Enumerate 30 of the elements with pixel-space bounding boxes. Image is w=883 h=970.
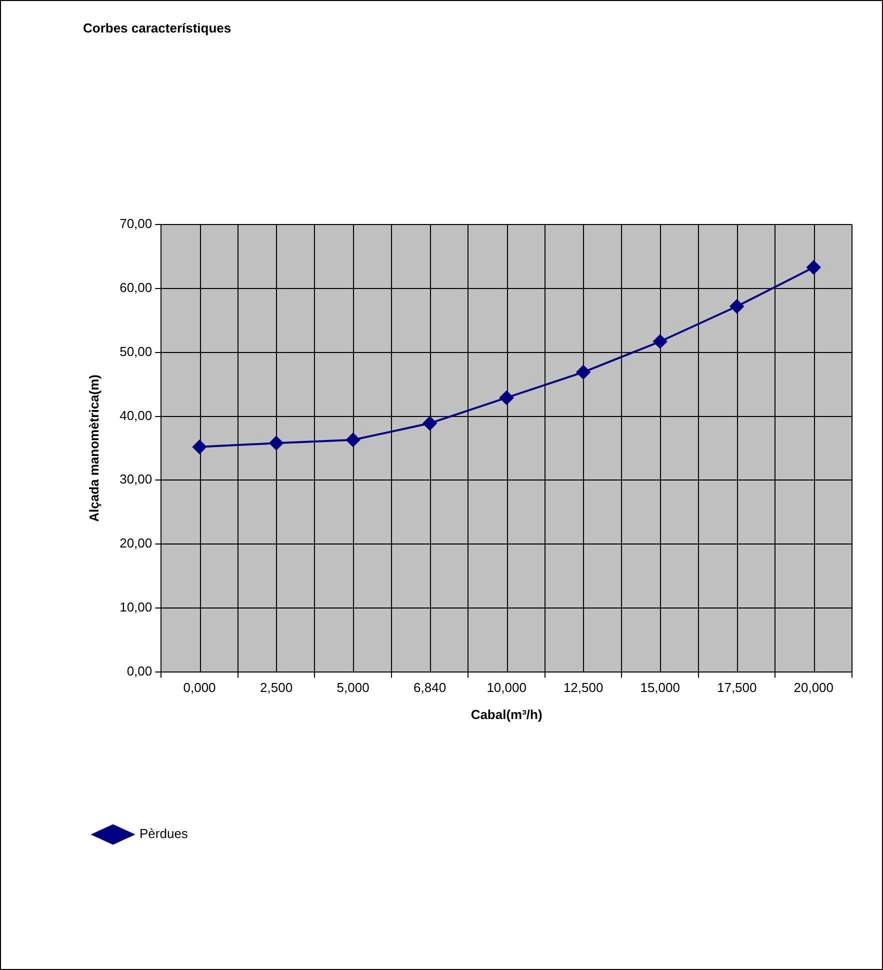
x-axis-title: Cabal(m³/h) <box>470 706 542 722</box>
point <box>269 436 284 450</box>
point <box>422 416 437 430</box>
point <box>346 432 360 447</box>
y-tick-label: 40,00 <box>120 408 152 423</box>
point <box>806 260 821 274</box>
point <box>730 299 744 314</box>
y-tick-label: 70,00 <box>120 216 152 232</box>
y-tick-label: 30,00 <box>120 472 152 487</box>
x-tick-label: 0,000 <box>183 680 216 696</box>
y-tick-label: 0,00 <box>126 663 152 678</box>
x-tick-label: 5,000 <box>336 680 370 696</box>
y-axis-title: Alçada manomètrica(m) <box>86 374 102 522</box>
x-tick-label: 6,840 <box>414 680 446 696</box>
x-tick-label: 12,500 <box>563 680 604 696</box>
x-tick-label: 17,500 <box>716 680 757 696</box>
point <box>653 334 668 349</box>
legend-label: Pèrdues <box>140 826 188 842</box>
y-tick-label: 60,00 <box>120 280 152 296</box>
x-tick-label: 2,500 <box>260 680 293 696</box>
y-tick-label: 10,00 <box>120 599 152 614</box>
point <box>192 440 207 454</box>
point <box>576 365 590 380</box>
y-tick-label: 20,00 <box>120 536 152 551</box>
x-tick-label: 20,000 <box>794 680 834 696</box>
point <box>500 390 514 405</box>
y-tick-label: 50,00 <box>120 344 152 359</box>
x-tick-label: 15,000 <box>640 680 680 696</box>
chart-title: Corbes característiques <box>83 20 232 36</box>
x-tick-label: 10,000 <box>486 680 526 696</box>
